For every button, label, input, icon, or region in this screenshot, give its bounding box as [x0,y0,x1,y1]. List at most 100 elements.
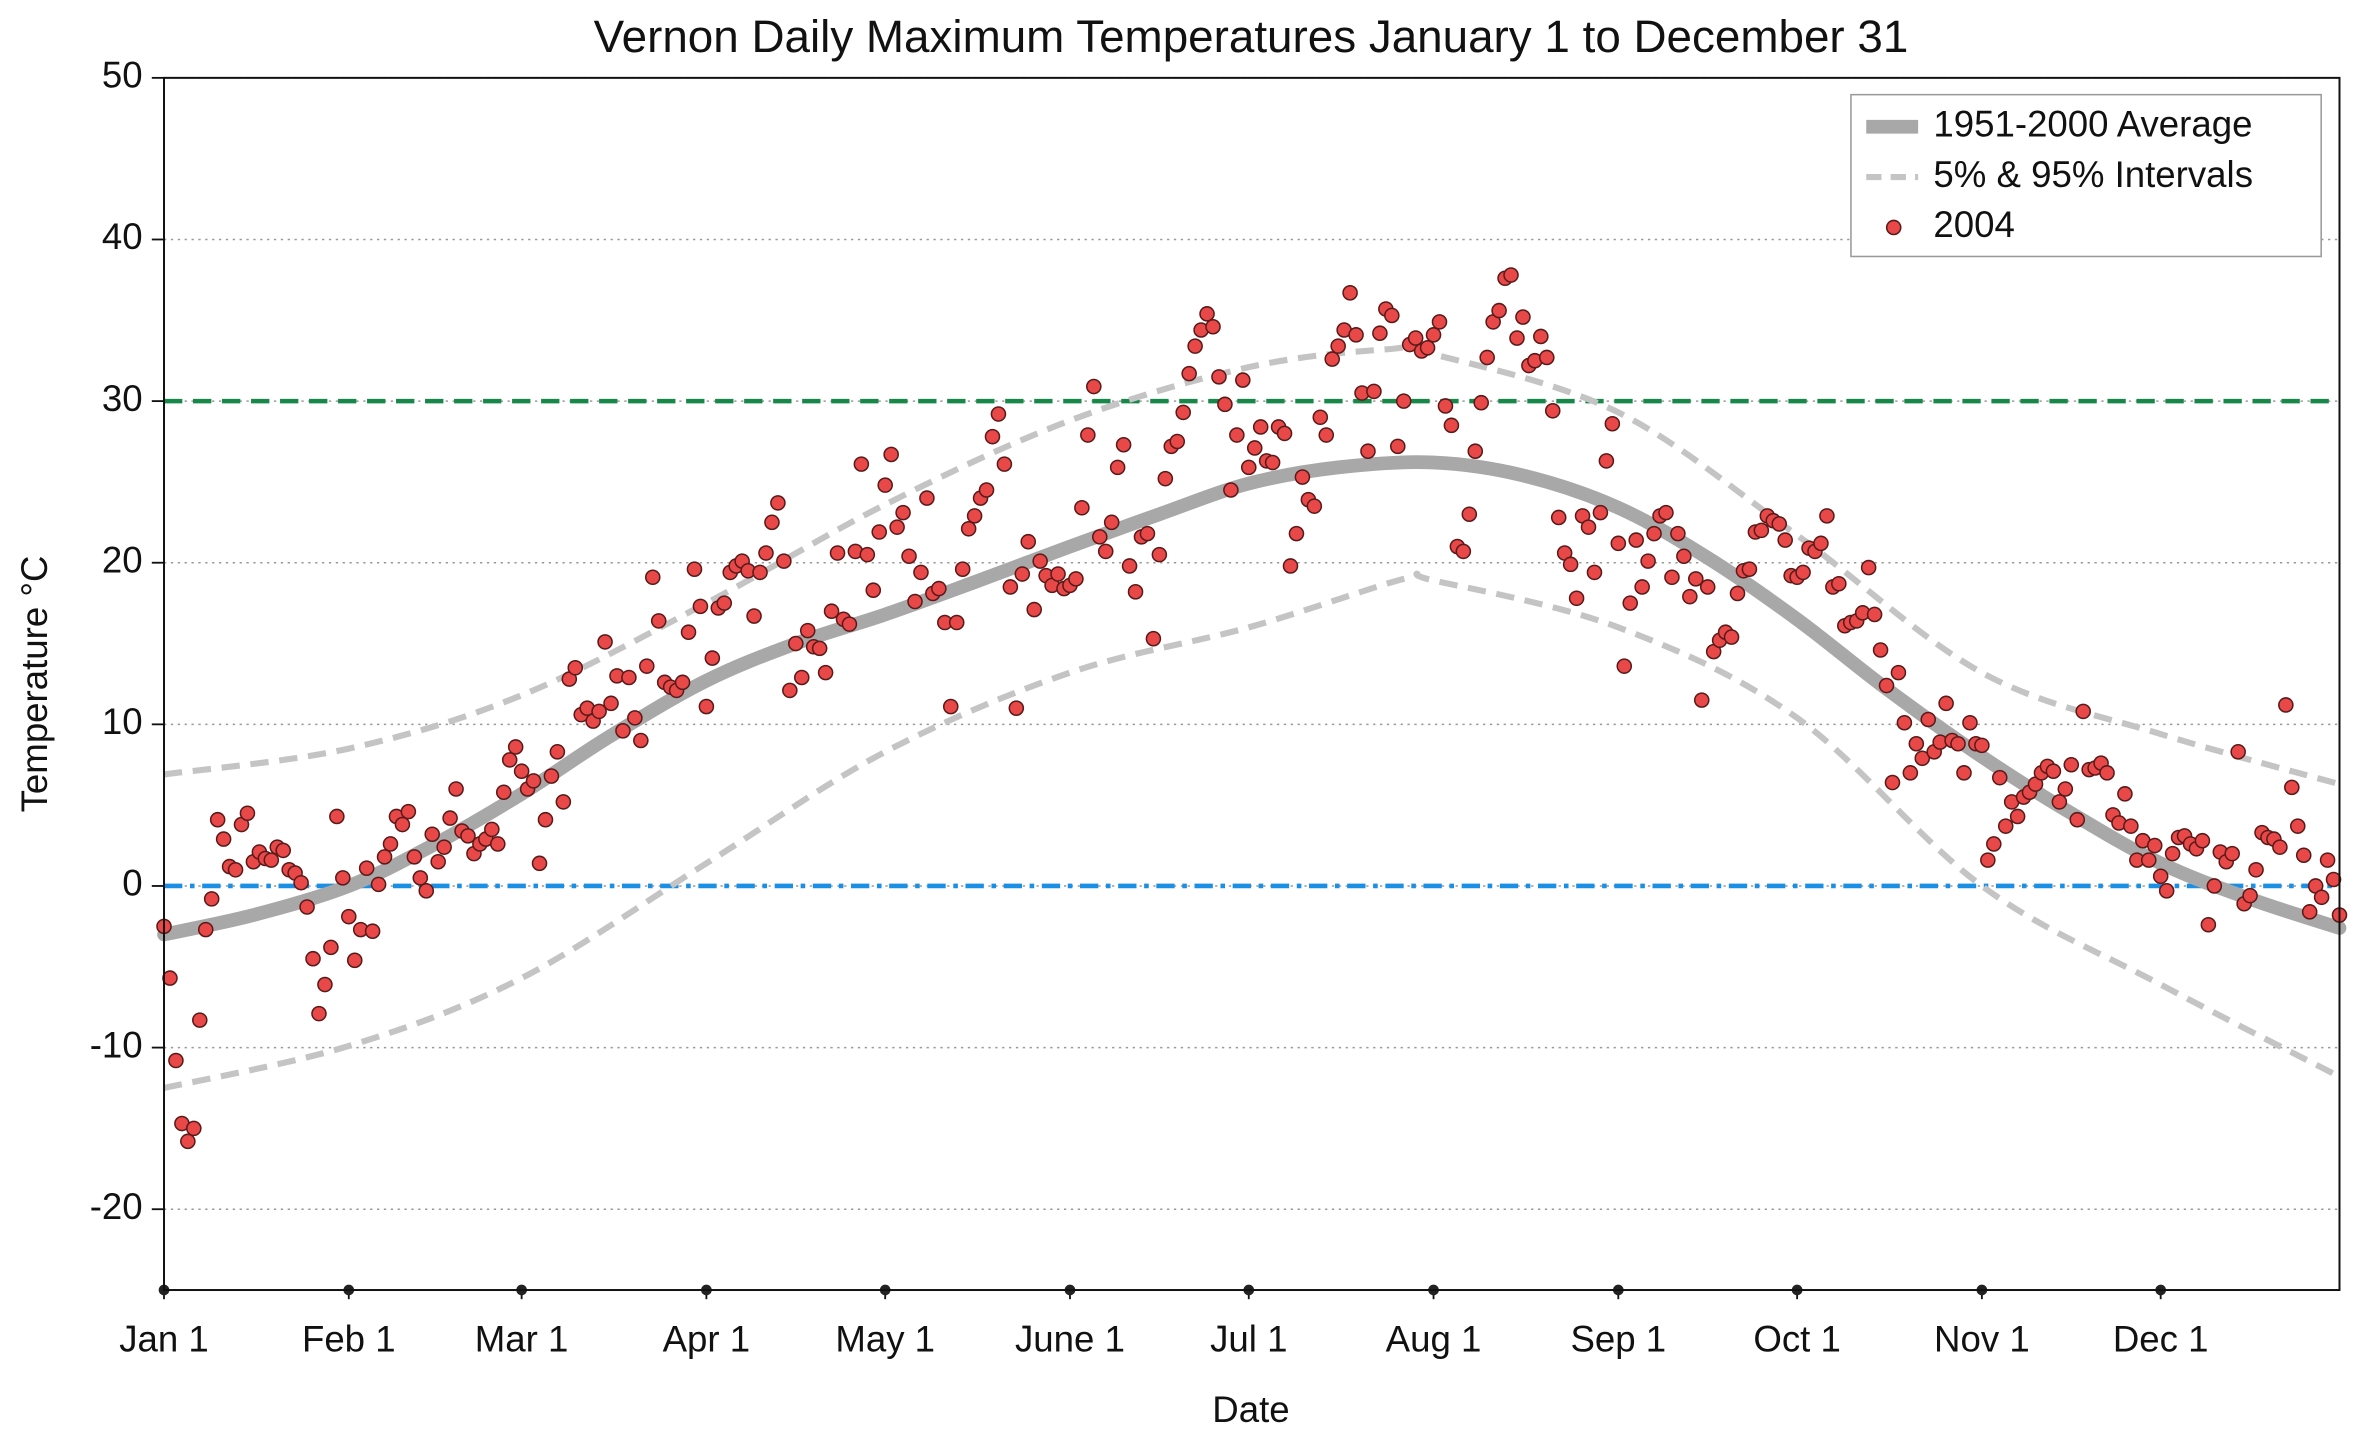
data-point [907,593,923,610]
data-point [394,816,411,833]
data-point [2224,845,2240,862]
data-point [400,803,417,820]
data-point [1223,482,1239,498]
data-point [263,852,280,868]
data-point [197,921,214,938]
data-point [299,899,315,915]
data-point [1604,415,1621,432]
data-point [1598,453,1615,469]
data-point [317,976,333,993]
y-tick-label: 10 [102,701,143,742]
data-point [633,732,649,749]
data-point [793,669,810,686]
y-tick-label: 20 [102,539,143,580]
data-point [180,1133,196,1150]
data-point [1431,314,1448,330]
data-point [1515,309,1531,325]
data-point [698,698,715,715]
data-point [1145,630,1162,647]
data-point [1127,584,1144,600]
data-point [2063,756,2080,773]
data-point [931,580,947,597]
data-point [1962,714,1978,731]
data-point [2194,832,2211,849]
data-point [799,622,816,639]
data-point [1288,525,1305,542]
data-point [1479,349,1495,366]
data-point [162,970,178,986]
data-point [2278,697,2294,713]
data-point [2242,887,2258,904]
data-point [1366,383,1382,400]
data-point [1151,546,1168,563]
data-point [1622,595,1639,611]
data-point [293,874,309,891]
data-point [817,664,834,681]
data-point [764,514,780,531]
data-point [2057,781,2074,797]
y-tick-label: -10 [90,1024,143,1065]
data-point [1986,836,2002,852]
data-point [1771,516,1788,532]
data-point [1032,553,1048,569]
data-point [1550,509,1567,526]
data-point [1664,569,1680,586]
data-point [370,876,387,893]
data-point [1324,351,1341,367]
data-point [1753,522,1770,539]
data-point [680,624,697,641]
data-point [1443,417,1460,434]
chart-title: Vernon Daily Maximum Temperatures Januar… [594,11,1909,62]
data-point [364,923,381,940]
data-point [627,710,643,726]
data-point [2075,703,2091,720]
plot-frame [163,76,2341,1292]
data-point [996,456,1013,472]
data-point [418,883,435,899]
data-point [382,836,399,852]
data-point [2009,808,2026,825]
data-point [537,811,554,828]
data-point [1139,525,1156,542]
data-point [877,477,893,493]
data-point [1610,535,1627,552]
data-point [1568,590,1585,607]
data-point [597,634,613,650]
data-point [978,482,995,498]
data-point [1020,533,1037,550]
data-point [1121,558,1138,574]
data-point [1235,372,1251,388]
data-point [1318,427,1335,443]
data-point [2158,883,2175,899]
data-point [1086,378,1102,395]
data-point [555,794,572,810]
data-point [305,950,321,967]
data-point [621,669,637,686]
data-point [1586,564,1603,581]
data-point [1693,692,1710,708]
data-point [323,939,339,956]
data-point [1330,338,1346,354]
data-point [430,853,446,870]
data-point [1175,404,1191,421]
line [157,455,2347,942]
data-point [1437,398,1454,414]
y-tick-label: -20 [90,1186,143,1227]
data-point [829,545,846,561]
data-point [1538,349,1555,366]
data-point [2069,811,2086,828]
data-point [960,520,977,537]
data-point [1616,658,1633,674]
data-point [2152,868,2169,885]
x-tick-label: Apr 1 [663,1319,751,1360]
data-point [901,548,917,565]
data-point [1533,328,1549,345]
x-tick-label: Sep 1 [1570,1319,1666,1360]
data-point [895,504,911,521]
y-axis-label: Temperature °C [14,555,55,812]
data-point [275,842,292,859]
data-point [1026,601,1042,618]
data-point [424,826,441,843]
data-point [209,811,226,828]
